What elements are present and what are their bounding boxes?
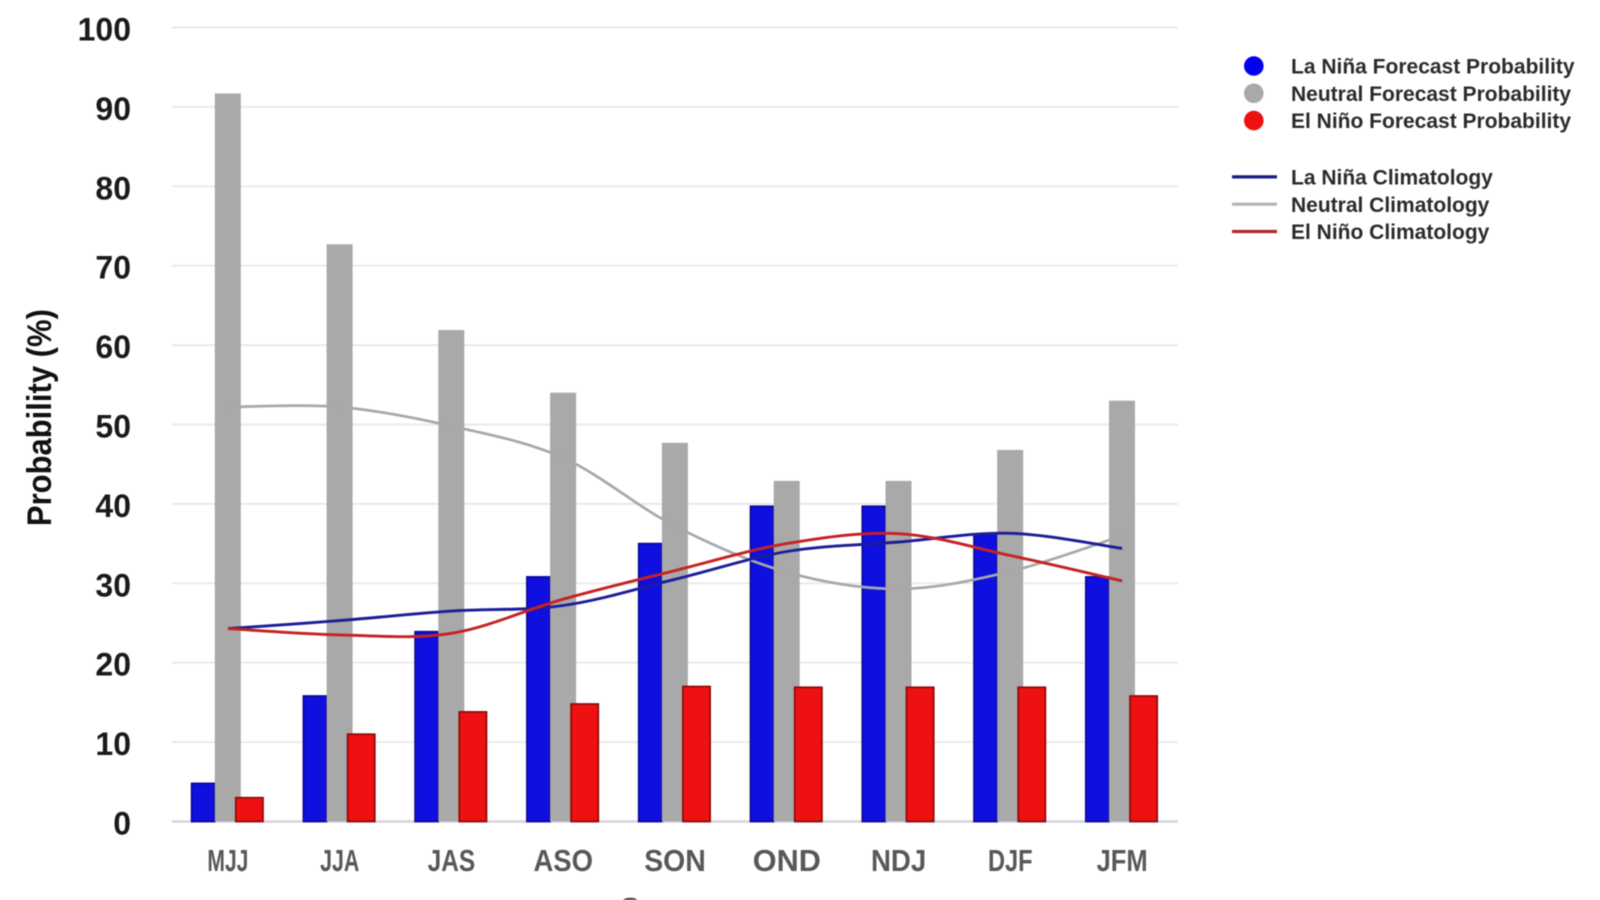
svg-text:NDJ: NDJ bbox=[871, 843, 926, 878]
svg-text:Neutral Forecast Probability: Neutral Forecast Probability bbox=[1291, 83, 1571, 106]
svg-text:JJA: JJA bbox=[320, 843, 359, 878]
svg-text:90: 90 bbox=[95, 91, 131, 127]
svg-text:ASO: ASO bbox=[533, 843, 593, 878]
svg-text:DJF: DJF bbox=[988, 843, 1033, 878]
svg-text:SON: SON bbox=[644, 843, 706, 878]
svg-text:JFM: JFM bbox=[1097, 843, 1148, 878]
svg-text:50: 50 bbox=[95, 409, 131, 445]
svg-text:Neutral Climatology: Neutral Climatology bbox=[1291, 194, 1490, 217]
svg-text:100: 100 bbox=[78, 12, 131, 48]
svg-text:Season: Season bbox=[620, 891, 730, 900]
svg-text:60: 60 bbox=[95, 329, 131, 365]
svg-text:80: 80 bbox=[95, 170, 131, 206]
svg-text:JAS: JAS bbox=[428, 843, 476, 878]
svg-text:MJJ: MJJ bbox=[207, 843, 248, 878]
svg-text:La Niña Forecast Probability: La Niña Forecast Probability bbox=[1291, 56, 1575, 79]
svg-text:El Niño Forecast Probability: El Niño Forecast Probability bbox=[1291, 110, 1571, 133]
svg-text:El Niño Climatology: El Niño Climatology bbox=[1291, 221, 1490, 244]
svg-text:0: 0 bbox=[113, 806, 131, 842]
svg-text:10: 10 bbox=[95, 726, 131, 762]
svg-text:La Niña Climatology: La Niña Climatology bbox=[1291, 167, 1493, 190]
svg-text:30: 30 bbox=[95, 567, 131, 603]
svg-text:OND: OND bbox=[753, 843, 821, 878]
svg-text:20: 20 bbox=[95, 647, 131, 683]
svg-text:40: 40 bbox=[95, 488, 131, 524]
svg-text:70: 70 bbox=[95, 250, 131, 286]
svg-text:Probability (%): Probability (%) bbox=[21, 309, 59, 526]
